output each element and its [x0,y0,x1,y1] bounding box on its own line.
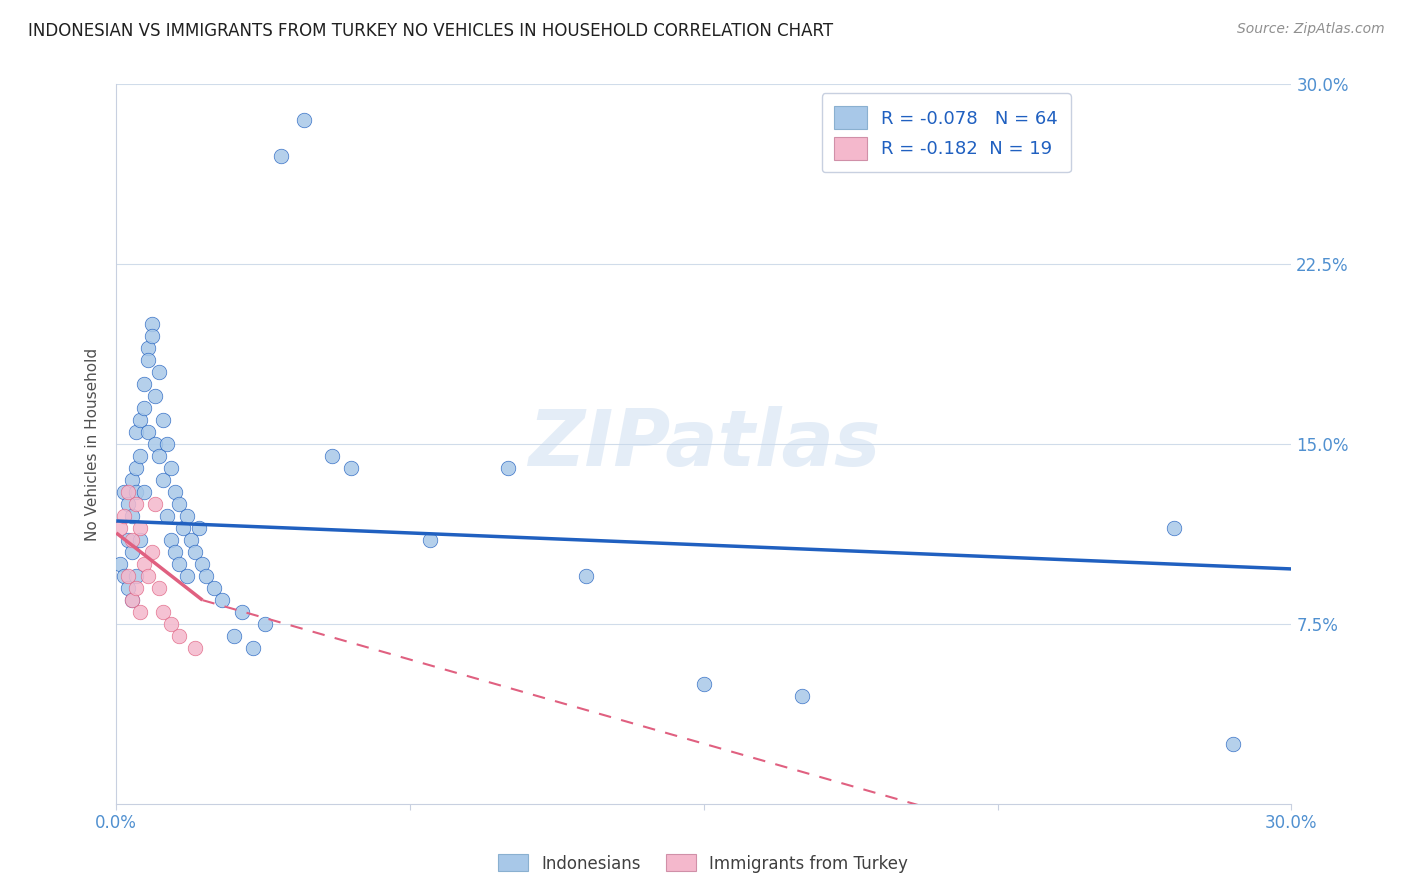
Point [145,497,167,511]
Point [125,569,148,583]
Point [117,485,139,500]
Point [195,569,218,583]
Point [167,557,190,571]
Point [136,425,159,440]
Point [121,509,143,524]
Point [128,413,150,427]
Text: INDONESIAN VS IMMIGRANTS FROM TURKEY NO VEHICLES IN HOUSEHOLD CORRELATION CHART: INDONESIAN VS IMMIGRANTS FROM TURKEY NO … [28,22,834,40]
Point [254,617,277,632]
Point [136,353,159,368]
Point [121,593,143,607]
Point [231,605,253,619]
Point [163,545,186,559]
Point [160,533,183,548]
Point [148,365,170,379]
Point [128,521,150,535]
Point [156,509,179,524]
Point [132,557,155,571]
Point [156,437,179,451]
Point [152,473,174,487]
Legend: R = -0.078   N = 64, R = -0.182  N = 19: R = -0.078 N = 64, R = -0.182 N = 19 [823,94,1071,172]
Point [172,521,194,535]
Point [163,485,186,500]
Point [132,485,155,500]
Point [321,449,343,463]
Point [575,569,598,583]
Point [340,461,363,475]
Point [117,497,139,511]
Point [790,689,813,703]
Point [125,581,148,595]
Point [152,413,174,427]
Point [128,533,150,548]
Point [148,449,170,463]
Y-axis label: No Vehicles in Household: No Vehicles in Household [86,348,100,541]
Point [112,569,135,583]
Point [191,557,214,571]
Point [145,389,167,403]
Legend: Indonesians, Immigrants from Turkey: Indonesians, Immigrants from Turkey [491,847,915,880]
Point [125,425,148,440]
Point [141,329,163,343]
Point [292,113,315,128]
Point [145,437,167,451]
Point [141,318,163,332]
Point [128,605,150,619]
Point [176,569,198,583]
Point [132,377,155,392]
Point [202,581,225,595]
Point [160,617,183,632]
Point [152,605,174,619]
Point [125,485,148,500]
Point [222,629,245,643]
Point [117,581,139,595]
Point [132,401,155,416]
Point [167,497,190,511]
Point [112,509,135,524]
Point [1222,737,1244,751]
Point [117,533,139,548]
Point [419,533,441,548]
Point [211,593,233,607]
Point [117,569,139,583]
Point [121,473,143,487]
Point [693,677,716,691]
Point [270,149,292,163]
Text: Source: ZipAtlas.com: Source: ZipAtlas.com [1237,22,1385,37]
Point [242,641,264,656]
Point [187,521,209,535]
Point [121,533,143,548]
Point [180,533,202,548]
Point [183,641,205,656]
Point [183,545,205,559]
Point [108,557,131,571]
Point [141,545,163,559]
Point [108,521,131,535]
Point [160,461,183,475]
Point [148,581,170,595]
Point [112,485,135,500]
Point [176,509,198,524]
Point [121,545,143,559]
Point [121,593,143,607]
Point [1163,521,1185,535]
Point [136,341,159,355]
Point [125,461,148,475]
Text: ZIPatlas: ZIPatlas [527,406,880,483]
Point [167,629,190,643]
Point [128,449,150,463]
Point [136,569,159,583]
Point [125,497,148,511]
Point [496,461,519,475]
